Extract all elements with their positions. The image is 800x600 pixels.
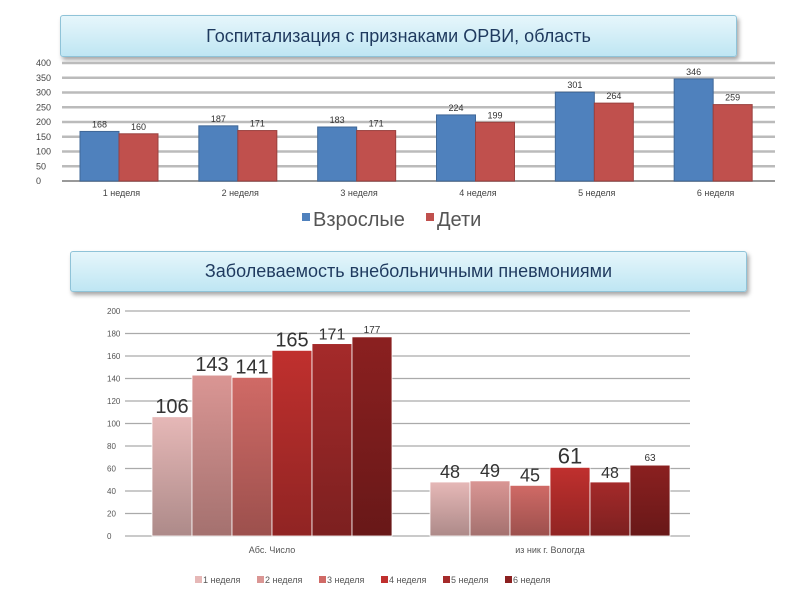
bar [509,484,551,537]
legend-swatch [426,213,434,221]
x-tick-label: 3 неделя [340,188,377,198]
data-label: 183 [330,115,345,125]
x-tick-label: 2 неделя [222,188,259,198]
x-tick-label: из ник г. Вологда [515,545,585,555]
x-tick-label: 4 неделя [459,188,496,198]
legend-swatch [443,576,450,583]
bar [554,91,595,182]
bar [118,133,159,182]
bar [712,104,753,182]
data-label: 160 [131,122,146,132]
legend-swatch [319,576,326,583]
chart1-title: Госпитализация с признаками ОРВИ, област… [60,15,737,57]
bar [356,130,397,182]
data-label: 171 [319,327,346,344]
bar [237,130,278,182]
bar [191,374,233,537]
legend-swatch [302,213,310,221]
y-tick-label: 400 [36,58,51,68]
y-tick-label: 150 [36,132,51,142]
bar [271,349,313,537]
data-label: 168 [92,119,107,129]
bar [469,480,511,537]
data-label: 48 [601,465,619,482]
y-tick-label: 200 [36,117,51,127]
data-label: 106 [155,396,188,418]
data-label: 143 [195,354,228,376]
y-tick-label: 140 [107,375,121,384]
data-label: 171 [369,119,384,129]
data-label: 49 [480,461,500,481]
legend-label: Дети [437,209,481,231]
bar [151,416,193,537]
data-label: 141 [235,356,268,378]
x-tick-label: 1 неделя [103,188,140,198]
data-label: 346 [686,67,701,77]
legend-swatch [257,576,264,583]
bar [198,125,239,182]
bar [351,336,393,537]
bar [429,481,471,537]
data-label: 45 [520,465,540,485]
y-tick-label: 100 [36,147,51,157]
y-tick-label: 250 [36,102,51,112]
y-tick-label: 80 [107,442,116,451]
legend-label: 2 неделя [265,575,302,585]
data-label: 264 [606,91,621,101]
bar [673,78,714,182]
data-label: 63 [644,453,656,464]
bar [629,464,671,537]
x-tick-label: 5 неделя [578,188,615,198]
bar [311,343,353,537]
legend-label: 6 неделя [513,575,550,585]
legend-label: 4 неделя [389,575,426,585]
x-tick-label: 6 неделя [697,188,734,198]
bar [549,466,591,537]
data-label: 171 [250,119,265,129]
legend-swatch [195,576,202,583]
legend-label: 3 неделя [327,575,364,585]
legend-label: 1 неделя [203,575,240,585]
y-tick-label: 180 [107,330,121,339]
legend-label: 5 неделя [451,575,488,585]
chart2-title: Заболеваемость внебольничными пневмониям… [70,251,747,292]
data-label: 224 [448,103,463,113]
data-label: 259 [725,93,740,103]
y-tick-label: 20 [107,510,116,519]
data-label: 199 [487,110,502,120]
y-tick-label: 0 [107,532,112,541]
y-tick-label: 350 [36,73,51,83]
bar [589,481,631,537]
y-tick-label: 120 [107,397,121,406]
data-label: 187 [211,114,226,124]
x-tick-label: Абс. Число [249,545,295,555]
y-tick-label: 300 [36,88,51,98]
y-tick-label: 100 [107,420,121,429]
y-tick-label: 60 [107,465,116,474]
bar [436,114,476,182]
y-tick-label: 200 [107,307,121,316]
y-tick-label: 50 [36,161,46,171]
y-tick-label: 160 [107,352,121,361]
data-label: 177 [364,325,381,336]
bar [593,102,634,182]
bar [317,126,358,182]
legend-label: Взрослые [313,209,405,231]
data-label: 165 [275,329,308,351]
legend-swatch [381,576,388,583]
data-label: 61 [558,443,582,468]
legend-swatch [505,576,512,583]
data-label: 48 [440,462,460,482]
data-label: 301 [567,80,582,90]
bar [475,121,515,182]
bar [231,376,273,537]
y-tick-label: 0 [36,176,41,186]
bar [79,130,120,182]
y-tick-label: 40 [107,487,116,496]
